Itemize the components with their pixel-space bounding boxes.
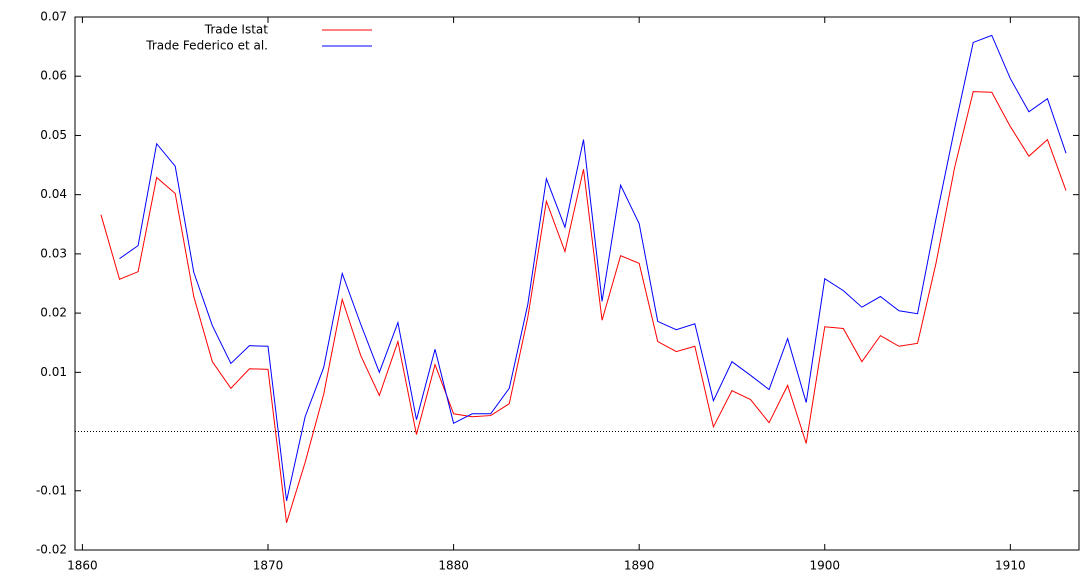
y-tick-label: -0.01 [36, 483, 67, 497]
x-tick-label: 1910 [995, 559, 1026, 573]
y-tick-label: 0.01 [40, 365, 67, 379]
series-line [100, 91, 1067, 523]
x-tick-label: 1890 [624, 559, 655, 573]
plot-frame [74, 16, 1080, 551]
x-tick-label: 1860 [67, 559, 98, 573]
y-tick-label: 0.06 [40, 69, 67, 83]
x-tick-label: 1880 [438, 559, 469, 573]
x-tick-label: 1870 [253, 559, 284, 573]
legend-label: Trade Istat [204, 23, 269, 37]
y-tick-label: 0.05 [40, 128, 67, 142]
y-tick-label: 0.07 [40, 10, 67, 24]
y-tick-label: 0.04 [40, 187, 67, 201]
y-tick-label: 0.02 [40, 306, 67, 320]
legend-label: Trade Federico et al. [145, 39, 268, 53]
y-tick-label: 0.03 [40, 246, 67, 260]
y-tick-label: -0.02 [36, 543, 67, 557]
series-line [119, 34, 1067, 501]
x-tick-label: 1900 [809, 559, 840, 573]
